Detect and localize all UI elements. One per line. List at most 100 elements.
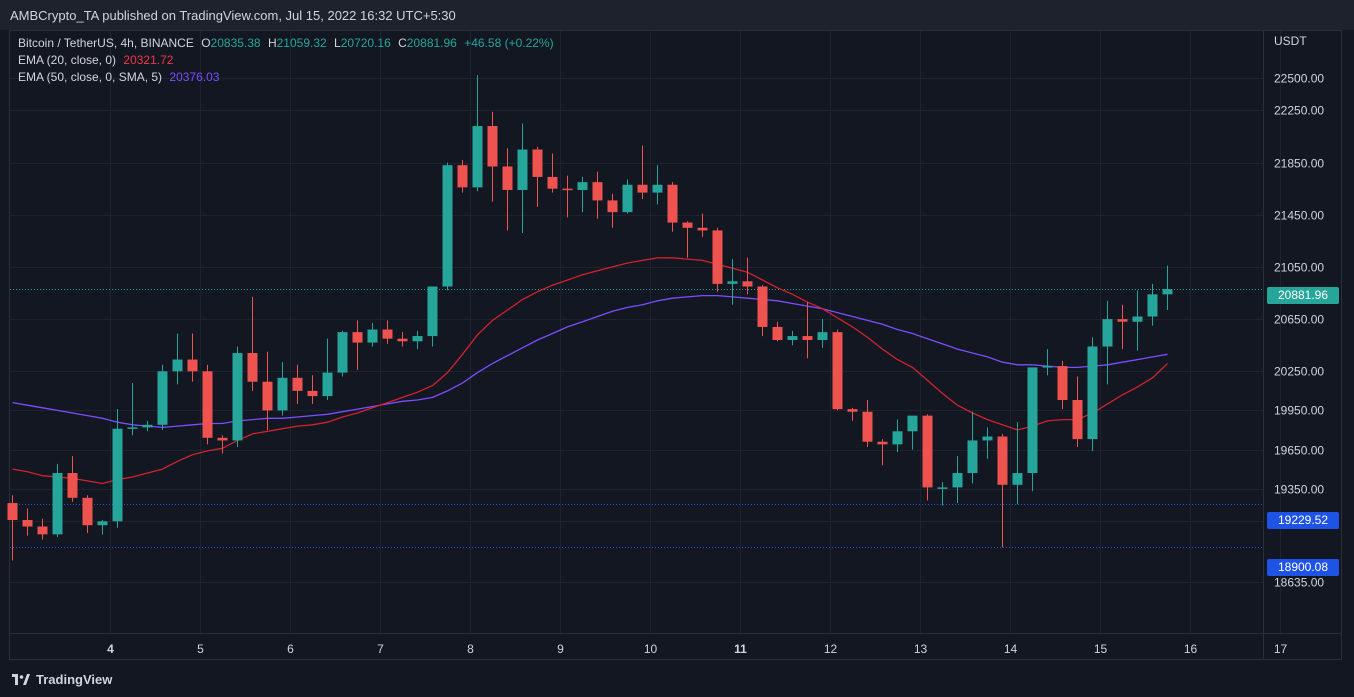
candle [1132,290,1143,351]
candle [712,227,723,292]
tradingview-brand: TradingView [36,672,113,687]
candle [337,330,348,377]
candle [532,146,543,207]
candle-body [862,411,873,442]
candle-body [337,332,348,373]
candle-body [622,184,633,213]
candle [322,338,333,400]
candle [142,420,153,432]
candle [547,153,558,193]
candle [1117,304,1128,350]
candle-body [22,520,33,527]
candle-body [742,281,753,287]
tradingview-logo-icon [12,673,30,685]
candle [697,213,708,237]
candle-body [727,281,738,284]
candle [832,329,843,411]
candle [727,259,738,305]
currency-label: USDT [1274,34,1307,48]
candle [1042,349,1053,376]
candle-body [1147,294,1158,317]
candle-body [607,200,618,213]
candle [772,321,783,342]
x-tick-label: 5 [197,642,204,656]
y-tick-label: 22250.00 [1274,104,1324,118]
candle [382,320,393,344]
candle-body [787,336,798,340]
candle-body [682,222,693,228]
candle [847,407,858,421]
candle-body [37,526,48,535]
candle [202,364,213,445]
candle [352,320,363,370]
candle-body [712,230,723,284]
candle [817,319,828,348]
x-tick-label: 13 [914,642,928,656]
candle-body [667,184,678,223]
candle [1012,422,1023,505]
candle [577,176,588,213]
symbol-name[interactable]: Bitcoin / TetherUS, 4h, BINANCE [18,36,194,50]
x-tick-label: 10 [644,642,658,656]
candle [247,296,258,391]
candle-body [577,182,588,190]
candle [1102,300,1113,385]
candle [487,111,498,202]
x-tick-label: 15 [1094,642,1108,656]
y-tick-label: 19650.00 [1274,444,1324,458]
legend-ema50[interactable]: EMA (50, close, 0, SMA, 5) 20376.03 [18,70,223,84]
y-tick-label: 21050.00 [1274,261,1324,275]
low-value: 20720.16 [340,36,391,50]
x-tick-label: 16 [1184,642,1198,656]
y-tick-label: 21450.00 [1274,209,1324,223]
x-tick-label: 7 [377,642,384,656]
candle [157,364,168,430]
candle [637,145,648,200]
candle-body [442,165,453,287]
candle [517,123,528,234]
candle-body [1012,473,1023,485]
close-value: 20881.96 [406,36,457,50]
candle [427,286,438,347]
candle [67,456,78,502]
legend-ema20[interactable]: EMA (20, close, 0) 20321.72 [18,53,177,67]
last-price-tag: 20881.96 [1267,287,1339,304]
candle-body [982,436,993,441]
candle [922,414,933,501]
candle [367,323,378,347]
candle-body [1072,399,1083,440]
candle-body [997,436,1008,485]
candle-body [547,176,558,189]
ema50-line [12,294,1168,429]
candle [682,221,693,258]
candle-body [1042,366,1053,368]
candle [127,383,138,436]
candle-body [757,286,768,327]
published-note: AMBCrypto_TA published on TradingView.co… [10,8,456,23]
x-tick-label: 14 [1004,642,1018,656]
y-tick-label: 19950.00 [1274,404,1324,418]
x-tick-label: 12 [824,642,838,656]
legend-ohlc: Bitcoin / TetherUS, 4h, BINANCE O20835.3… [18,36,558,50]
candle-body [772,326,783,340]
candle [472,75,483,192]
candle [307,375,318,404]
candle [277,362,288,416]
candle [652,165,663,205]
tradingview-logo[interactable]: TradingView [12,672,112,687]
candle [217,435,228,454]
candle-body [157,371,168,425]
x-tick-label: 4 [107,642,114,656]
candle [7,495,18,561]
candle [802,302,813,359]
y-tick-label: 22500.00 [1274,72,1324,86]
candle-body [52,473,63,535]
candle [37,518,48,540]
ema50-value: 20376.03 [169,70,220,84]
candle-body [517,149,528,190]
candle [52,463,63,537]
candle-body [7,503,18,521]
candle [1087,337,1098,451]
candle [397,332,408,347]
